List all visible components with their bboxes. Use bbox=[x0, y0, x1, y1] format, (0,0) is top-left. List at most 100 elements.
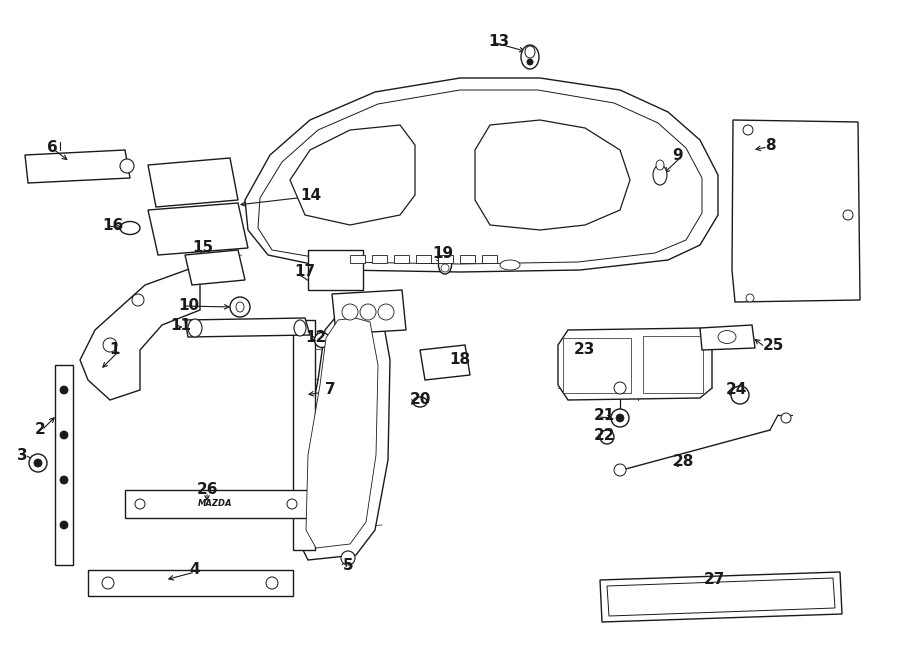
Ellipse shape bbox=[314, 332, 329, 348]
Bar bbox=[55, 365, 73, 565]
Text: 7: 7 bbox=[325, 383, 336, 397]
Circle shape bbox=[60, 431, 68, 439]
Text: 2: 2 bbox=[34, 422, 45, 438]
Circle shape bbox=[135, 499, 145, 509]
Text: 21: 21 bbox=[594, 407, 616, 422]
Text: 10: 10 bbox=[178, 297, 199, 313]
Circle shape bbox=[743, 125, 753, 135]
Circle shape bbox=[120, 159, 134, 173]
Polygon shape bbox=[148, 203, 248, 255]
Ellipse shape bbox=[236, 302, 244, 312]
Circle shape bbox=[746, 294, 754, 302]
Circle shape bbox=[378, 304, 394, 320]
Circle shape bbox=[266, 577, 278, 589]
Polygon shape bbox=[290, 125, 415, 225]
Text: 23: 23 bbox=[574, 342, 596, 358]
Circle shape bbox=[781, 413, 791, 423]
Polygon shape bbox=[298, 308, 390, 560]
Text: 27: 27 bbox=[703, 572, 724, 588]
Text: 1: 1 bbox=[110, 342, 120, 358]
Circle shape bbox=[600, 430, 614, 444]
Bar bbox=[125, 490, 310, 518]
Bar bbox=[88, 570, 293, 596]
Polygon shape bbox=[258, 90, 702, 264]
Ellipse shape bbox=[230, 297, 250, 317]
Ellipse shape bbox=[413, 397, 427, 407]
Bar bbox=[350, 255, 365, 263]
Circle shape bbox=[60, 521, 68, 529]
Bar bbox=[563, 338, 631, 393]
Polygon shape bbox=[245, 78, 718, 272]
Circle shape bbox=[731, 386, 749, 404]
Text: 8: 8 bbox=[765, 137, 775, 153]
Circle shape bbox=[614, 464, 626, 476]
Polygon shape bbox=[600, 572, 842, 622]
Bar bbox=[438, 255, 453, 263]
Bar bbox=[308, 250, 363, 290]
Text: 14: 14 bbox=[300, 188, 321, 202]
Text: 20: 20 bbox=[410, 393, 431, 407]
Polygon shape bbox=[25, 150, 130, 183]
Text: 15: 15 bbox=[192, 239, 213, 254]
Bar bbox=[394, 255, 409, 263]
Circle shape bbox=[103, 338, 117, 352]
Text: 9: 9 bbox=[672, 147, 682, 163]
Text: 25: 25 bbox=[763, 338, 785, 352]
Circle shape bbox=[360, 304, 376, 320]
Ellipse shape bbox=[521, 45, 539, 69]
Text: 19: 19 bbox=[432, 245, 453, 260]
Text: 3: 3 bbox=[17, 447, 28, 463]
Ellipse shape bbox=[500, 260, 520, 270]
Circle shape bbox=[616, 414, 624, 422]
Bar bbox=[372, 255, 387, 263]
Polygon shape bbox=[475, 120, 630, 230]
Circle shape bbox=[60, 386, 68, 394]
Polygon shape bbox=[420, 345, 470, 380]
Text: 28: 28 bbox=[672, 455, 694, 469]
Polygon shape bbox=[332, 290, 406, 334]
Ellipse shape bbox=[120, 221, 140, 235]
Circle shape bbox=[102, 577, 114, 589]
Circle shape bbox=[29, 454, 47, 472]
Polygon shape bbox=[185, 318, 310, 337]
Circle shape bbox=[611, 409, 629, 427]
Polygon shape bbox=[700, 325, 755, 350]
Circle shape bbox=[287, 499, 297, 509]
Text: 4: 4 bbox=[190, 563, 201, 578]
Text: 22: 22 bbox=[594, 428, 616, 442]
Circle shape bbox=[441, 264, 449, 272]
Polygon shape bbox=[558, 328, 712, 400]
Ellipse shape bbox=[525, 46, 535, 58]
Text: 11: 11 bbox=[170, 317, 191, 332]
Ellipse shape bbox=[653, 165, 667, 185]
Text: 18: 18 bbox=[449, 352, 470, 368]
Polygon shape bbox=[306, 318, 378, 548]
Ellipse shape bbox=[188, 319, 202, 337]
Circle shape bbox=[527, 59, 533, 65]
Bar bbox=[643, 336, 703, 393]
Circle shape bbox=[60, 476, 68, 484]
Text: 6: 6 bbox=[47, 141, 58, 155]
Ellipse shape bbox=[294, 320, 306, 336]
Circle shape bbox=[342, 304, 358, 320]
Bar bbox=[416, 255, 431, 263]
Circle shape bbox=[34, 459, 42, 467]
Polygon shape bbox=[80, 268, 200, 400]
Bar bbox=[293, 320, 315, 550]
Bar bbox=[482, 255, 497, 263]
Text: 12: 12 bbox=[305, 330, 326, 346]
Bar bbox=[460, 255, 475, 263]
Text: 13: 13 bbox=[488, 34, 509, 50]
Circle shape bbox=[132, 294, 144, 306]
Ellipse shape bbox=[656, 160, 664, 170]
Circle shape bbox=[614, 382, 626, 394]
Text: 26: 26 bbox=[196, 483, 218, 498]
Polygon shape bbox=[185, 250, 245, 285]
Polygon shape bbox=[607, 578, 835, 616]
Ellipse shape bbox=[718, 330, 736, 344]
Polygon shape bbox=[148, 158, 238, 207]
Text: 16: 16 bbox=[102, 217, 123, 233]
Text: 17: 17 bbox=[294, 264, 315, 280]
Circle shape bbox=[843, 210, 853, 220]
Text: 24: 24 bbox=[726, 383, 747, 397]
